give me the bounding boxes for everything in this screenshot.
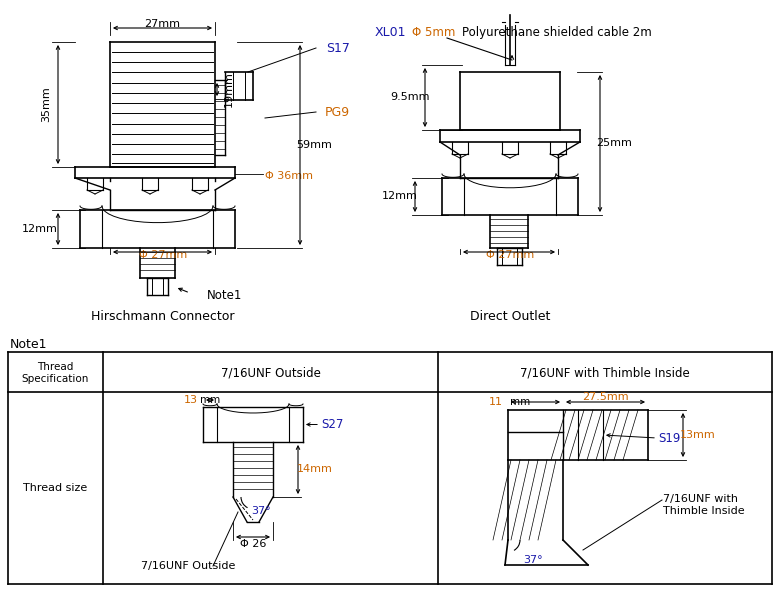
Text: Direct Outlet: Direct Outlet (470, 309, 550, 323)
Text: 27mm: 27mm (144, 19, 180, 29)
Text: 7/16UNF with
Thimble Inside: 7/16UNF with Thimble Inside (663, 494, 744, 516)
Text: Polyurethane shielded cable 2m: Polyurethane shielded cable 2m (462, 25, 652, 38)
Text: Note1: Note1 (207, 289, 242, 302)
Text: mm: mm (510, 397, 530, 407)
Text: 12mm: 12mm (382, 191, 418, 201)
Text: 19mm: 19mm (224, 71, 234, 107)
Text: Φ 36mm: Φ 36mm (265, 171, 313, 181)
Text: 14mm: 14mm (297, 465, 333, 475)
Text: Note1: Note1 (10, 337, 48, 350)
Text: S19: S19 (658, 432, 680, 445)
Text: Φ 5mm: Φ 5mm (412, 25, 455, 38)
Text: 7/16UNF Outside: 7/16UNF Outside (220, 366, 320, 379)
Text: 9.5mm: 9.5mm (390, 92, 430, 102)
Text: 13mm: 13mm (680, 430, 716, 440)
Text: 37°: 37° (523, 555, 543, 565)
Text: 27.5mm: 27.5mm (582, 392, 629, 402)
Text: 25mm: 25mm (596, 138, 632, 148)
Text: mm: mm (200, 395, 220, 405)
Text: Φ 27mm: Φ 27mm (139, 250, 187, 260)
Text: Φ 26: Φ 26 (240, 539, 266, 549)
Text: 35mm: 35mm (41, 87, 51, 123)
Text: S27: S27 (321, 418, 344, 431)
Text: 7/16UNF with Thimble Inside: 7/16UNF with Thimble Inside (520, 366, 690, 379)
Text: 13: 13 (184, 395, 198, 405)
Text: Thread size: Thread size (23, 483, 87, 493)
Text: XL01: XL01 (375, 25, 406, 38)
Text: 12mm: 12mm (22, 224, 58, 234)
Text: 7/16UNF Outside: 7/16UNF Outside (141, 561, 235, 571)
Text: PG9: PG9 (325, 105, 350, 118)
Text: 59mm: 59mm (296, 140, 332, 150)
Text: Thread
Specification: Thread Specification (22, 362, 89, 384)
Text: S17: S17 (326, 41, 350, 55)
Text: 11: 11 (489, 397, 503, 407)
Text: Hirschmann Connector: Hirschmann Connector (91, 309, 235, 323)
Text: Φ 27mm: Φ 27mm (486, 250, 534, 260)
Text: 37°: 37° (251, 506, 271, 516)
